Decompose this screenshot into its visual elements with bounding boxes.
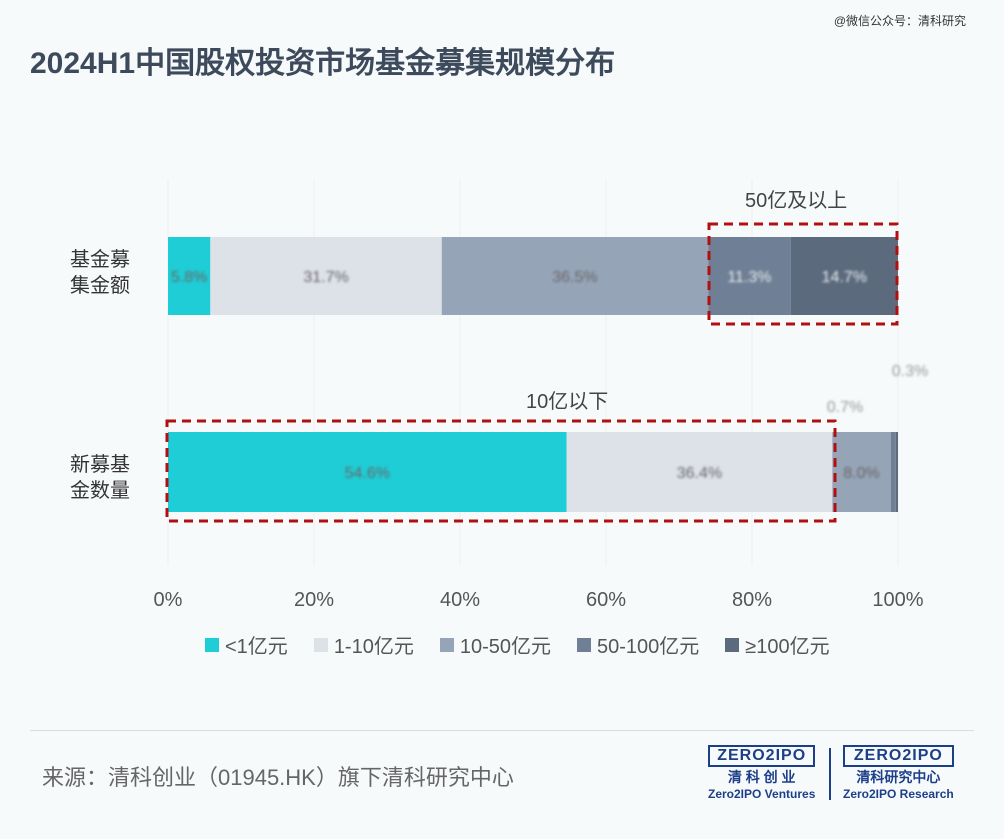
page-title: 2024H1中国股权投资市场基金募集规模分布 <box>30 47 616 80</box>
divider <box>30 730 974 731</box>
highlight-box-50-plus <box>707 222 899 326</box>
logo-zero2ipo-research: ZERO2IPO 清科研究中心 Zero2IPO Research <box>843 745 954 801</box>
legend: <1亿元 1-10亿元 10-50亿元 50-100亿元 ≥100亿元 <box>205 630 830 659</box>
category-label: 新募基 金数量 <box>70 454 130 502</box>
legend-item: 10-50亿元 <box>439 630 551 659</box>
legend-item: ≥100亿元 <box>725 630 830 659</box>
data-label: 14.7% <box>822 269 867 286</box>
bar-segment <box>890 432 896 512</box>
data-label: 36.4% <box>677 465 722 482</box>
logo-divider <box>829 748 831 800</box>
legend-item: <1亿元 <box>205 630 288 659</box>
bar-segment <box>441 237 709 315</box>
data-label: 0.7% <box>827 399 863 416</box>
logo-zero2ipo-ventures: ZERO2IPO 清 科 创 业 Zero2IPO Ventures <box>708 745 816 801</box>
data-label: 5.8% <box>171 269 207 286</box>
legend-item: 1-10亿元 <box>313 630 414 659</box>
bar-segment <box>168 432 567 512</box>
x-tick-label: 40% <box>440 589 480 611</box>
bar-segment <box>210 237 442 315</box>
category-label: 基金募 集金额 <box>70 249 130 297</box>
annotation-under-10: 10亿以下 <box>526 391 609 413</box>
data-label: 0.3% <box>892 363 928 380</box>
x-tick-label: 80% <box>732 589 772 611</box>
highlight-box-under-10 <box>165 419 837 523</box>
x-tick-label: 0% <box>154 589 183 611</box>
bar-segment <box>790 237 898 315</box>
data-label: 36.5% <box>552 269 597 286</box>
bar-segment <box>895 432 898 512</box>
data-label: 54.6% <box>345 465 390 482</box>
bar-segment <box>832 432 891 512</box>
x-tick-label: 20% <box>294 589 334 611</box>
bar-segment <box>708 237 791 315</box>
data-label: 11.3% <box>727 269 771 286</box>
bar-segment <box>168 237 211 315</box>
legend-item: 50-100亿元 <box>577 630 699 659</box>
data-label: 31.7% <box>303 269 348 286</box>
annotation-50-plus: 50亿及以上 <box>745 190 848 212</box>
chart: 0% 20% 40% 60% 80% 100% 5.8% 31.7% 36.5% 11.3% 14.… <box>154 180 928 611</box>
bar-segment <box>566 432 833 512</box>
watermark: @微信公众号：清科研究 <box>833 14 966 28</box>
source-note: 来源：清科创业（01945.HK）旗下清科研究中心 <box>42 765 514 790</box>
x-tick-label: 60% <box>586 589 626 611</box>
data-label: 8.0% <box>843 465 879 482</box>
x-tick-label: 100% <box>872 589 923 611</box>
